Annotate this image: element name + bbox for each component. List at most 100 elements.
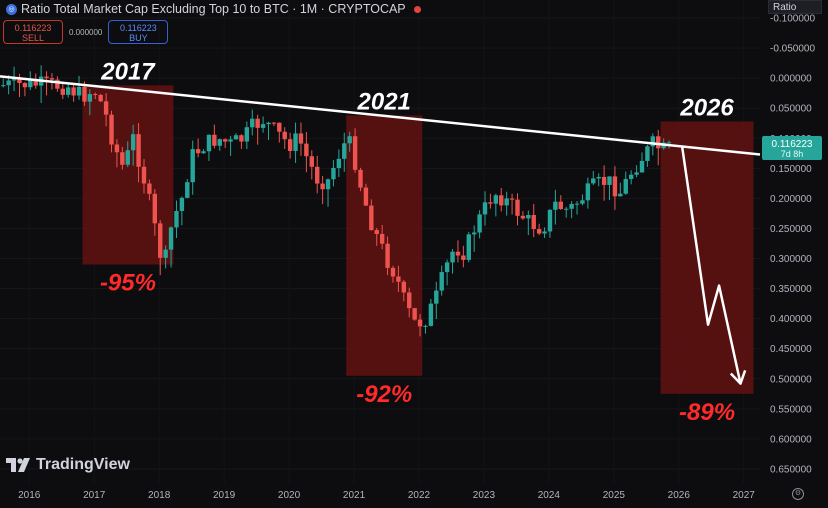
cycle-label-2026: 2026 (679, 94, 734, 121)
candle-body (363, 187, 369, 206)
candle-body (531, 214, 536, 230)
candle-body (109, 114, 114, 145)
y-tick-label: 0.500000 (770, 374, 812, 385)
y-tick-label: 0.550000 (770, 404, 812, 415)
drawdown-zone-2026 (660, 121, 754, 394)
tradingview-logo: TradingView (6, 456, 130, 474)
x-tick-label: 2026 (668, 490, 691, 501)
x-tick-label: 2021 (343, 490, 366, 501)
candle-body (168, 227, 174, 250)
projection-path (680, 145, 742, 384)
candle-body (163, 249, 168, 258)
x-tick-label: 2017 (83, 490, 106, 501)
candle-body (580, 200, 585, 204)
candle-body (206, 134, 212, 152)
candle-body (390, 267, 396, 277)
candle-body (185, 182, 190, 198)
candle-body (536, 229, 542, 234)
scale-label[interactable]: Ratio (768, 0, 822, 14)
candle-body (379, 233, 385, 244)
candle-body (147, 183, 152, 194)
symbol-icon: ◎ (6, 3, 17, 15)
buy-button[interactable]: 0.116223 BUY (108, 20, 169, 44)
drawdown-label-2026: -89% (679, 399, 735, 426)
candle-body (114, 144, 120, 153)
candle-body (298, 133, 304, 144)
candle-body (76, 87, 82, 96)
candle-body (493, 195, 499, 204)
candle-body (401, 281, 407, 293)
sell-button[interactable]: 0.116223 SELL (3, 20, 63, 44)
candle-body (82, 87, 87, 102)
candle-body (152, 193, 158, 224)
candle-body (250, 118, 255, 128)
candle-body (369, 205, 374, 231)
candle-body (66, 87, 71, 95)
resistance-trendline (0, 75, 761, 156)
y-tick-label: 0.350000 (770, 284, 812, 295)
candle-body (358, 169, 363, 188)
candle-body (28, 79, 33, 88)
candle-body (266, 122, 271, 125)
drawdown-label-2017: -95% (100, 270, 156, 297)
candle-body (634, 172, 639, 175)
candle-body (60, 88, 65, 95)
candle-body (190, 149, 195, 183)
candle-body (325, 179, 331, 190)
spread-value: 0.000000 (69, 27, 103, 37)
candle-body (125, 150, 130, 165)
sell-label: SELL (21, 33, 45, 43)
candle-body (320, 183, 325, 190)
chart-settings-icon[interactable]: ⚙ (792, 488, 804, 500)
trade-panel: 0.116223 SELL 0.000000 0.116223 BUY (3, 20, 169, 44)
candle-body (509, 198, 515, 200)
candle-body (515, 199, 520, 216)
candle-body (547, 209, 553, 232)
chart-header: ◎ Ratio Total Market Cap Excluding Top 1… (6, 2, 421, 16)
tradingview-wordmark: TradingView (36, 456, 130, 473)
candle-countdown: 7d 8h (781, 149, 804, 159)
candle-body (201, 151, 206, 154)
candle-body (141, 166, 147, 184)
buy-label: BUY (129, 33, 148, 43)
candle-body (471, 232, 477, 235)
candle-body (623, 178, 628, 194)
candle-body (255, 118, 260, 128)
candle-body (336, 158, 342, 169)
y-tick-label: 0.250000 (770, 224, 812, 235)
y-tick-label: 0.450000 (770, 344, 812, 355)
candle-body (542, 231, 547, 234)
candle-body (520, 215, 526, 219)
candle-body (423, 325, 428, 327)
candle-body (455, 251, 461, 256)
chart-title[interactable]: Ratio Total Market Cap Excluding Top 10 … (21, 2, 406, 16)
candle-body (44, 76, 49, 79)
drawdown-zone-2021 (346, 115, 423, 376)
y-tick-label: 0.150000 (770, 164, 812, 175)
candle-body (293, 133, 298, 151)
cycle-label-2017: 2017 (100, 58, 156, 85)
candle-body (282, 131, 287, 140)
current-price-value: 0.116223 (772, 139, 813, 150)
candle-body (233, 135, 239, 140)
candle-body (553, 201, 558, 210)
candle-body (222, 139, 228, 142)
candle-body (195, 149, 201, 154)
candle-body (461, 255, 466, 260)
candle-body (33, 79, 38, 86)
candle-body (434, 290, 439, 304)
x-tick-label: 2022 (408, 490, 431, 501)
x-tick-label: 2018 (148, 490, 171, 501)
candle-body (488, 202, 493, 204)
candle-body (569, 203, 574, 209)
candle-body (174, 210, 179, 228)
candle-body (331, 168, 336, 180)
candle-body (482, 202, 488, 215)
candle-body (666, 142, 672, 144)
candle-body (639, 160, 645, 173)
market-closed-dot-icon (413, 5, 421, 13)
candle-body (6, 80, 11, 86)
candle-body (93, 94, 98, 96)
candle-body (179, 197, 185, 211)
